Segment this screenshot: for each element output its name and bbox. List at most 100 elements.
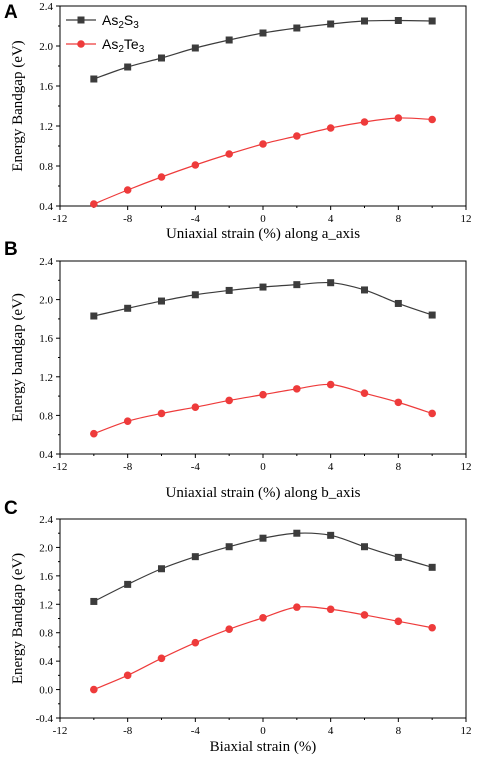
x-tick-label: 8 xyxy=(396,213,402,225)
data-point-circle xyxy=(259,613,267,622)
legend: As2S3 As2Te3 xyxy=(66,12,145,55)
chart-panel-a: A -12 -8 -4 0 4 8 12 0.4 0.8 1.2 1.6 2.0 2.4 Uniaxial … xyxy=(4,1,472,242)
y-axis-title: Energy bandgap (eV) xyxy=(10,293,26,422)
data-point-square xyxy=(259,29,267,37)
series-as2s3 xyxy=(90,529,436,605)
legend-marker-square xyxy=(77,16,85,24)
data-point-square xyxy=(124,63,132,71)
series-line xyxy=(93,19,433,80)
y-tick-label: 2.4 xyxy=(39,256,53,268)
data-point-circle xyxy=(293,132,301,140)
data-point-square xyxy=(259,534,267,542)
data-point-circle xyxy=(191,638,200,647)
data-point-square xyxy=(124,580,132,588)
y-tick-label: 1.2 xyxy=(39,121,53,133)
data-point-circle xyxy=(360,611,369,619)
data-point-circle xyxy=(123,671,132,680)
data-point-square xyxy=(124,304,132,312)
legend-label: As2S3 xyxy=(102,12,139,31)
y-tick-label: 0.8 xyxy=(39,628,53,640)
x-tick-label: 4 xyxy=(328,725,334,737)
data-point-square xyxy=(293,281,301,289)
x-tick-label: 4 xyxy=(328,461,334,473)
data-point-square xyxy=(90,312,98,320)
x-tick-label: 12 xyxy=(461,725,472,737)
data-point-square xyxy=(361,286,368,294)
y-tick-label: 2.0 xyxy=(39,542,53,554)
data-point-square xyxy=(394,553,402,561)
data-point-square xyxy=(191,553,199,561)
y-axis-title: Energy Bandgap (eV) xyxy=(10,553,26,684)
x-tick-label: 8 xyxy=(396,725,402,737)
data-point-circle xyxy=(157,654,166,663)
data-point-circle xyxy=(90,429,98,438)
x-tick-label: -4 xyxy=(191,461,201,473)
y-tick-label: 0.8 xyxy=(39,410,53,422)
x-tick-label: -12 xyxy=(53,461,68,473)
chart-panel-c: C -12 -8 -4 0 4 8 12 -0.4 0.0 0.4 0.8 1.2 1.6 2.0 2.4 Bi… xyxy=(4,498,472,755)
data-point-square xyxy=(191,291,199,299)
y-tick-label: 0.0 xyxy=(39,685,53,697)
x-tick-label: 0 xyxy=(260,213,266,225)
data-point-circle xyxy=(90,685,98,694)
panel-letter: C xyxy=(4,498,18,519)
data-point-circle xyxy=(326,605,335,614)
data-point-square xyxy=(158,54,165,62)
legend-label: As2Te3 xyxy=(102,36,145,55)
data-point-square xyxy=(158,565,165,573)
panel-letter: B xyxy=(4,239,18,260)
x-tick-label: -4 xyxy=(191,213,201,225)
data-point-circle xyxy=(259,140,267,148)
data-point-square xyxy=(327,20,335,28)
data-point-circle xyxy=(191,403,200,411)
data-point-square xyxy=(428,17,436,25)
y-tick-label: 2.4 xyxy=(39,514,53,526)
x-axis-title: Uniaxial strain (%) along b_axis xyxy=(166,485,361,501)
x-tick-label: -4 xyxy=(191,725,201,737)
data-point-square xyxy=(293,24,301,32)
data-point-circle xyxy=(123,186,132,194)
data-point-circle xyxy=(428,623,436,632)
data-point-square xyxy=(191,44,199,52)
data-point-square xyxy=(293,529,301,537)
y-tick-label: 1.2 xyxy=(39,599,53,611)
x-tick-label: -12 xyxy=(53,725,68,737)
data-point-circle xyxy=(394,398,403,407)
data-point-square xyxy=(158,297,165,305)
data-point-circle xyxy=(157,409,166,418)
x-tick-label: -12 xyxy=(53,213,68,225)
series-as2te3 xyxy=(90,603,436,694)
data-point-circle xyxy=(293,603,301,611)
x-axis-title: Biaxial strain (%) xyxy=(210,739,317,755)
series-as2te3 xyxy=(90,380,436,438)
x-tick-label: 0 xyxy=(260,461,266,473)
data-point-square xyxy=(361,17,368,25)
data-point-circle xyxy=(123,417,132,425)
data-point-circle xyxy=(360,389,369,398)
data-point-square xyxy=(225,36,233,44)
data-point-square xyxy=(327,279,335,287)
y-tick-label: 0.4 xyxy=(39,449,53,461)
y-tick-label: 0.8 xyxy=(39,161,53,173)
data-point-circle xyxy=(360,118,369,126)
data-point-circle xyxy=(157,173,166,181)
y-tick-label: 0.4 xyxy=(39,201,53,213)
data-point-square xyxy=(327,531,335,539)
y-tick-label: 2.0 xyxy=(39,295,53,307)
data-point-square xyxy=(428,563,436,571)
y-tick-label: 1.6 xyxy=(39,333,53,345)
data-point-circle xyxy=(225,396,233,405)
legend-marker-circle xyxy=(77,40,85,48)
data-point-square xyxy=(394,17,402,24)
data-point-circle xyxy=(326,124,335,132)
x-tick-label: 4 xyxy=(328,213,334,225)
chart-panel-b: B -12 -8 -4 0 4 8 12 0.4 0.8 1.2 1.6 2.0 2.4 Uniaxial … xyxy=(4,239,472,501)
y-tick-label: 2.4 xyxy=(39,1,53,13)
x-axis-title: Uniaxial strain (%) along a_axis xyxy=(166,226,360,242)
x-tick-label: -8 xyxy=(123,213,133,225)
data-point-circle xyxy=(259,390,267,399)
y-tick-label: 0.4 xyxy=(39,656,53,668)
x-tick-label: 8 xyxy=(396,461,402,473)
data-point-square xyxy=(428,311,436,319)
